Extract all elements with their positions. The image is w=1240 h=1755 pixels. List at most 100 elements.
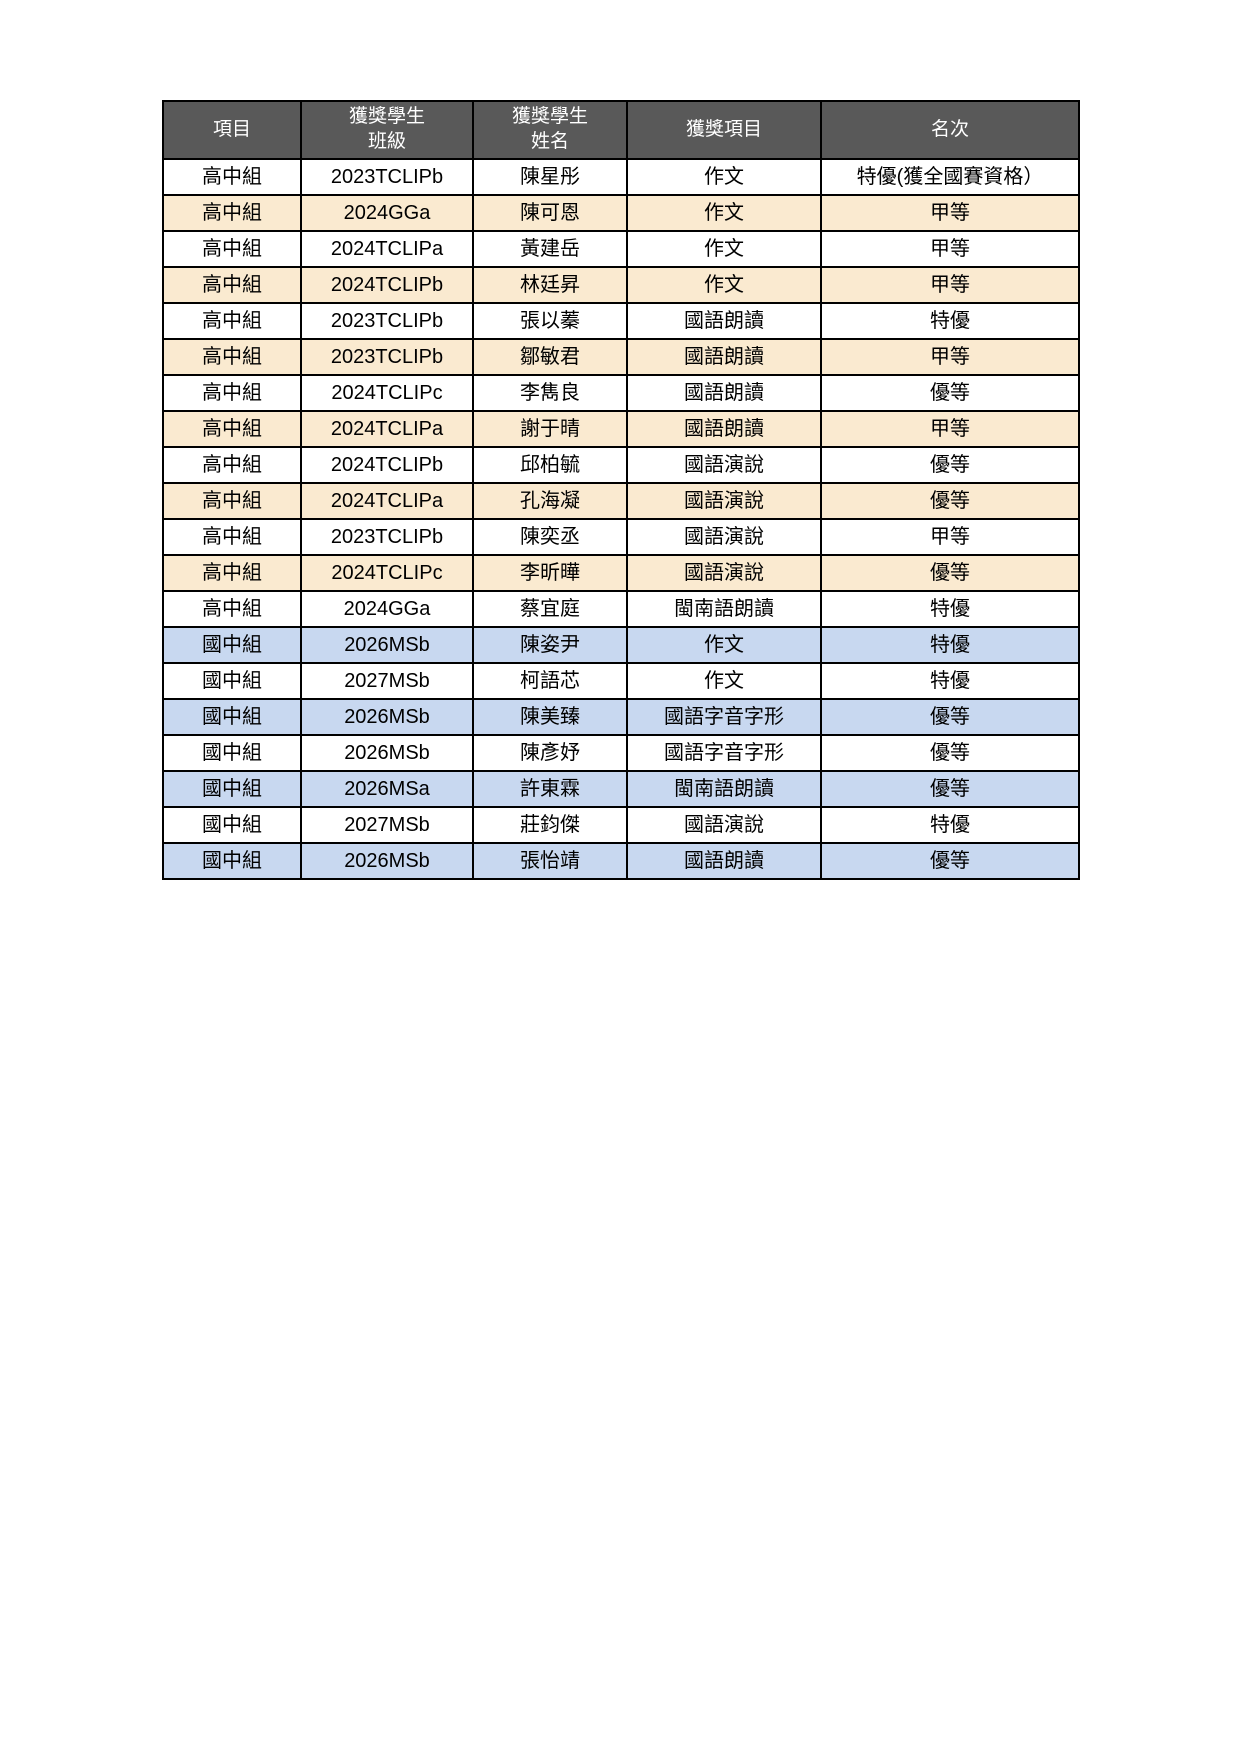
- cell-name: 謝于晴: [472, 410, 628, 448]
- table-row: 國中組 2026MSb 陳美臻 國語字音字形 優等: [162, 698, 1080, 736]
- cell-group: 國中組: [162, 734, 302, 772]
- cell-rank: 優等: [820, 698, 1080, 736]
- cell-name: 許東霖: [472, 770, 628, 808]
- cell-class: 2026MSb: [300, 626, 474, 664]
- table-row: 高中組 2024TCLIPb 邱柏毓 國語演說 優等: [162, 446, 1080, 484]
- cell-class: 2024TCLIPa: [300, 230, 474, 268]
- cell-name: 莊鈞傑: [472, 806, 628, 844]
- cell-rank: 優等: [820, 446, 1080, 484]
- table-row: 高中組 2024TCLIPb 林廷昇 作文 甲等: [162, 266, 1080, 304]
- cell-group: 高中組: [162, 518, 302, 556]
- cell-rank: 優等: [820, 374, 1080, 412]
- cell-rank: 優等: [820, 842, 1080, 880]
- cell-name: 張以蓁: [472, 302, 628, 340]
- cell-name: 陳姿尹: [472, 626, 628, 664]
- cell-name: 邱柏毓: [472, 446, 628, 484]
- table-row: 國中組 2027MSb 柯語芯 作文 特優: [162, 662, 1080, 700]
- cell-class: 2024TCLIPa: [300, 482, 474, 520]
- cell-class: 2024TCLIPa: [300, 410, 474, 448]
- cell-group: 高中組: [162, 590, 302, 628]
- table-row: 高中組 2024TCLIPc 李雋良 國語朗讀 優等: [162, 374, 1080, 412]
- cell-group: 國中組: [162, 698, 302, 736]
- cell-rank: 特優: [820, 806, 1080, 844]
- cell-group: 國中組: [162, 662, 302, 700]
- cell-group: 國中組: [162, 806, 302, 844]
- cell-name: 陳星彤: [472, 158, 628, 196]
- table-row: 國中組 2027MSb 莊鈞傑 國語演說 特優: [162, 806, 1080, 844]
- cell-class: 2027MSb: [300, 662, 474, 700]
- table-row: 高中組 2024TCLIPa 黃建岳 作文 甲等: [162, 230, 1080, 268]
- cell-group: 高中組: [162, 230, 302, 268]
- cell-event: 作文: [626, 194, 822, 232]
- cell-name: 蔡宜庭: [472, 590, 628, 628]
- table-row: 高中組 2023TCLIPb 陳星彤 作文 特優(獲全國賽資格）: [162, 158, 1080, 196]
- cell-group: 高中組: [162, 194, 302, 232]
- cell-class: 2026MSb: [300, 734, 474, 772]
- cell-rank: 甲等: [820, 266, 1080, 304]
- cell-name: 陳美臻: [472, 698, 628, 736]
- table-row: 國中組 2026MSb 陳彥妤 國語字音字形 優等: [162, 734, 1080, 772]
- cell-name: 李雋良: [472, 374, 628, 412]
- header-item: 項目: [162, 100, 302, 160]
- cell-rank: 甲等: [820, 338, 1080, 376]
- table-row: 高中組 2023TCLIPb 張以蓁 國語朗讀 特優: [162, 302, 1080, 340]
- cell-class: 2026MSb: [300, 842, 474, 880]
- cell-class: 2024GGa: [300, 194, 474, 232]
- cell-class: 2027MSb: [300, 806, 474, 844]
- cell-rank: 優等: [820, 482, 1080, 520]
- cell-event: 國語字音字形: [626, 698, 822, 736]
- table-row: 高中組 2024GGa 陳可恩 作文 甲等: [162, 194, 1080, 232]
- cell-name: 柯語芯: [472, 662, 628, 700]
- cell-event: 作文: [626, 230, 822, 268]
- cell-group: 高中組: [162, 302, 302, 340]
- cell-class: 2023TCLIPb: [300, 302, 474, 340]
- cell-event: 作文: [626, 626, 822, 664]
- table-row: 高中組 2023TCLIPb 陳奕丞 國語演說 甲等: [162, 518, 1080, 556]
- cell-name: 黃建岳: [472, 230, 628, 268]
- cell-group: 國中組: [162, 626, 302, 664]
- header-row: 項目 獲獎學生 班級 獲獎學生 姓名 獲獎項目 名次: [162, 100, 1080, 160]
- cell-class: 2023TCLIPb: [300, 338, 474, 376]
- cell-rank: 甲等: [820, 518, 1080, 556]
- cell-name: 陳彥妤: [472, 734, 628, 772]
- cell-group: 高中組: [162, 410, 302, 448]
- header-award-event: 獲獎項目: [626, 100, 822, 160]
- cell-event: 國語朗讀: [626, 302, 822, 340]
- header-student-name: 獲獎學生 姓名: [472, 100, 628, 160]
- cell-rank: 特優: [820, 662, 1080, 700]
- cell-rank: 優等: [820, 770, 1080, 808]
- table-row: 高中組 2024TCLIPa 孔海凝 國語演說 優等: [162, 482, 1080, 520]
- cell-class: 2024TCLIPb: [300, 446, 474, 484]
- header-rank: 名次: [820, 100, 1080, 160]
- cell-event: 作文: [626, 662, 822, 700]
- cell-name: 陳可恩: [472, 194, 628, 232]
- cell-group: 高中組: [162, 158, 302, 196]
- cell-name: 鄒敏君: [472, 338, 628, 376]
- cell-class: 2023TCLIPb: [300, 518, 474, 556]
- cell-group: 國中組: [162, 842, 302, 880]
- cell-class: 2024TCLIPc: [300, 374, 474, 412]
- cell-group: 高中組: [162, 554, 302, 592]
- cell-group: 高中組: [162, 482, 302, 520]
- cell-event: 國語字音字形: [626, 734, 822, 772]
- cell-rank: 特優: [820, 302, 1080, 340]
- cell-event: 作文: [626, 266, 822, 304]
- cell-group: 國中組: [162, 770, 302, 808]
- table-row: 高中組 2024GGa 蔡宜庭 閩南語朗讀 特優: [162, 590, 1080, 628]
- cell-event: 閩南語朗讀: [626, 590, 822, 628]
- cell-rank: 甲等: [820, 410, 1080, 448]
- table-row: 國中組 2026MSa 許東霖 閩南語朗讀 優等: [162, 770, 1080, 808]
- table-row: 國中組 2026MSb 陳姿尹 作文 特優: [162, 626, 1080, 664]
- cell-event: 國語朗讀: [626, 374, 822, 412]
- cell-event: 作文: [626, 158, 822, 196]
- cell-event: 國語演說: [626, 446, 822, 484]
- cell-rank: 特優: [820, 590, 1080, 628]
- cell-event: 國語演說: [626, 554, 822, 592]
- cell-event: 國語朗讀: [626, 338, 822, 376]
- cell-event: 國語朗讀: [626, 842, 822, 880]
- table-row: 高中組 2023TCLIPb 鄒敏君 國語朗讀 甲等: [162, 338, 1080, 376]
- cell-group: 高中組: [162, 374, 302, 412]
- table-row: 國中組 2026MSb 張怡靖 國語朗讀 優等: [162, 842, 1080, 880]
- cell-name: 陳奕丞: [472, 518, 628, 556]
